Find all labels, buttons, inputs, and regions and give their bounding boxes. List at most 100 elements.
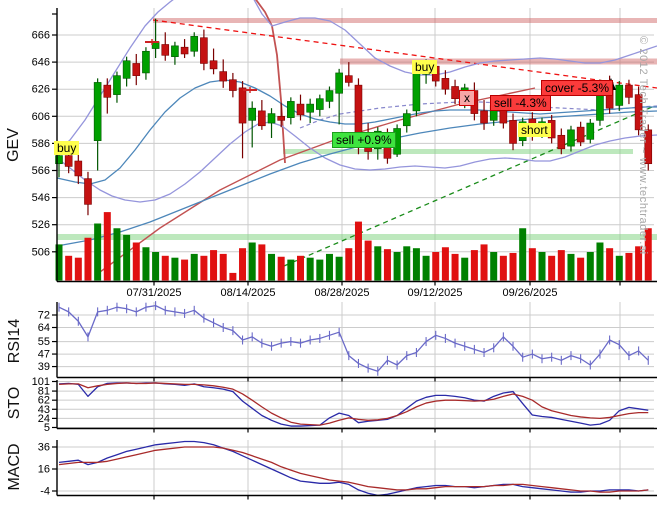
volume-bar <box>538 252 546 281</box>
candle-body <box>180 46 189 55</box>
volume-bar <box>113 228 121 281</box>
volume-bar <box>567 253 575 281</box>
volume-bar <box>548 255 556 281</box>
volume-bar <box>306 257 314 281</box>
candle <box>344 62 353 87</box>
candle-body <box>113 75 121 95</box>
candle <box>132 53 141 86</box>
price-tick-label: 586 <box>32 138 50 150</box>
sto-tick-label: 101 <box>32 376 50 388</box>
candle-body <box>142 50 150 74</box>
candle-body <box>209 60 218 70</box>
candle <box>219 59 228 88</box>
signal-label-sell-gain: sell +0.9% <box>332 132 396 148</box>
candle <box>557 128 566 155</box>
volume-bar <box>374 246 382 281</box>
volume-bar <box>219 253 227 281</box>
candle <box>576 121 585 147</box>
sto-tick-label: 81 <box>38 386 50 398</box>
candle-body <box>644 129 653 165</box>
volume-bar <box>258 244 266 281</box>
candle <box>190 32 199 57</box>
candle <box>287 97 295 125</box>
volume-bar <box>577 257 585 281</box>
candle <box>306 98 314 124</box>
candle-body <box>567 129 575 147</box>
volume-bar <box>248 242 256 281</box>
volume-bar <box>152 252 160 281</box>
volume-bar <box>461 257 469 281</box>
volume-bar <box>123 234 131 281</box>
sto-tick-label: 43 <box>38 404 50 416</box>
candle-body <box>267 113 276 124</box>
volume-bar <box>432 252 440 281</box>
volume-bar <box>345 248 353 281</box>
candle <box>171 41 179 65</box>
volume-bar <box>644 228 652 281</box>
candle <box>412 68 421 117</box>
candle-body <box>238 87 247 124</box>
rsi-tick-label: 55 <box>38 336 50 348</box>
candle <box>161 32 170 61</box>
volume-bar <box>451 253 459 281</box>
volume-bar <box>635 246 643 281</box>
sto-tick-label: 24 <box>38 413 50 425</box>
volume-bar <box>422 255 430 281</box>
volume-bar <box>297 255 304 281</box>
macd-panel-label: MACD <box>6 443 23 491</box>
candle <box>74 152 83 185</box>
candle-body <box>200 37 208 64</box>
candle-body <box>451 86 459 99</box>
volume-bar <box>200 255 208 281</box>
volume-bar <box>412 248 420 281</box>
candle-body <box>219 71 228 82</box>
rsi-line <box>58 304 649 372</box>
candle <box>55 151 63 178</box>
trendline-support-red <box>99 87 536 273</box>
watermark-text: © 2012 Tech Trader ~ www.techtrader.ai <box>637 36 649 255</box>
fast-ema-collapse-red <box>255 0 286 164</box>
candle <box>84 171 92 216</box>
volume-bar <box>181 259 189 281</box>
date-tick-label: 07/31/2025 <box>126 287 181 299</box>
volume-bar <box>277 256 285 281</box>
candle <box>325 86 334 109</box>
volume-bar <box>393 252 401 281</box>
volume-bar <box>132 242 140 281</box>
candle-body <box>122 60 131 79</box>
volume-bar <box>335 256 343 281</box>
price-tick-label: 566 <box>32 165 50 177</box>
sto-tick-label: 62 <box>38 395 50 407</box>
candle-body <box>84 178 92 205</box>
candle <box>142 47 150 80</box>
macd-signal-line <box>58 446 649 493</box>
resistance-zone-top <box>153 18 657 23</box>
candle <box>615 81 624 111</box>
candle <box>509 113 517 151</box>
candle <box>180 39 189 59</box>
candle <box>451 79 459 105</box>
volume-bar <box>519 228 527 281</box>
volume-bar <box>499 255 507 281</box>
volume-bar <box>383 249 391 281</box>
candle <box>567 125 575 152</box>
bollinger-lower-band <box>56 121 657 203</box>
candle <box>103 78 112 114</box>
candle <box>634 86 643 136</box>
sto-tick-label: 5 <box>44 422 50 434</box>
candle <box>402 109 411 133</box>
volume-bar <box>596 242 604 281</box>
candle-body <box>509 120 517 144</box>
candle <box>209 48 218 75</box>
candle-body <box>248 107 256 121</box>
volume-bar <box>268 253 276 281</box>
volume-bar <box>354 221 362 281</box>
candle <box>122 56 131 87</box>
trendline-resistance-red-dashed <box>152 19 657 89</box>
signal-label-stop: x <box>459 90 475 106</box>
signal-label-buy: buy <box>54 141 80 155</box>
candle-body <box>412 72 421 112</box>
stochastic-k-line <box>58 382 649 427</box>
